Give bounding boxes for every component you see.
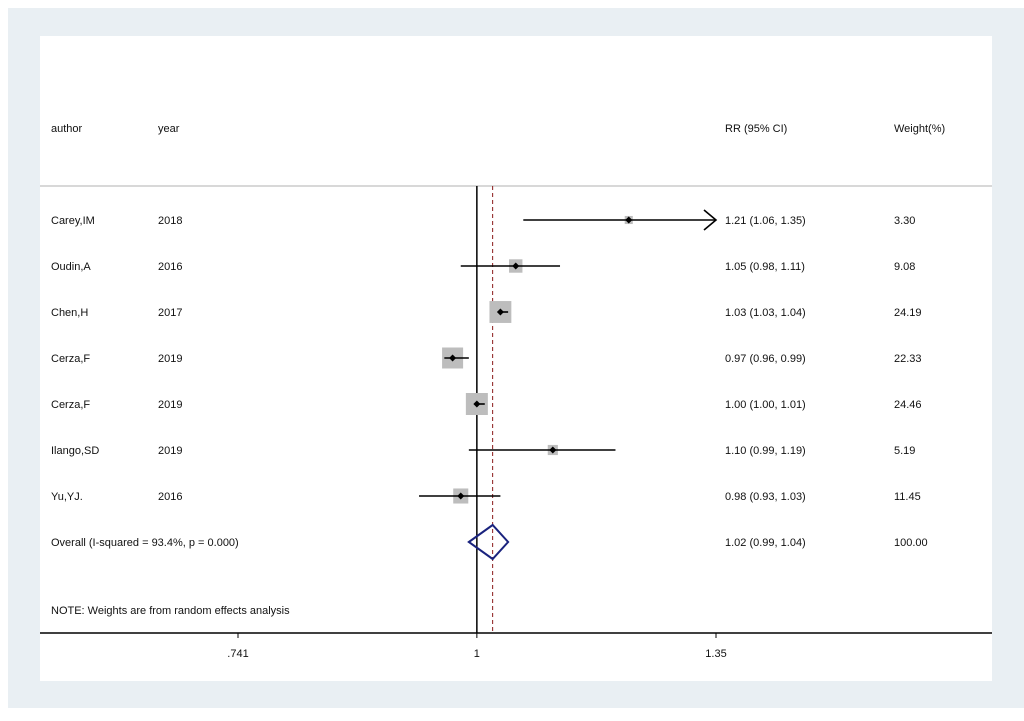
overall-estimate: 1.02 (0.99, 1.04) [725,537,806,549]
x-tick-label: 1.35 [705,648,726,660]
x-axis-ticks: .741 1 1.35 [227,633,727,660]
point-estimate [473,400,481,408]
figure-background: author year RR (95% CI) Weight(%) Carey,… [8,8,1024,708]
study-author: Ilango,SD [51,445,99,457]
study-author: Cerza,F [51,353,90,365]
study-weight: 3.30 [894,215,915,227]
overall-diamond [467,523,510,561]
overall-weight: 100.00 [894,537,928,549]
study-author: Cerza,F [51,399,90,411]
study-year: 2019 [158,399,182,411]
study-row: Cerza,F 2019 0.97 (0.96, 0.99) 22.33 [51,347,922,369]
study-weight: 22.33 [894,353,922,365]
study-estimate: 1.00 (1.00, 1.01) [725,399,806,411]
point-estimate [625,216,633,224]
study-estimate: 1.21 (1.06, 1.35) [725,215,806,227]
study-row: Yu,YJ. 2016 0.98 (0.93, 1.03) 11.45 [51,488,921,504]
study-weight: 24.46 [894,399,922,411]
x-tick-label: 1 [474,648,480,660]
study-estimate: 1.05 (0.98, 1.11) [725,261,805,273]
point-estimate [512,262,520,270]
study-estimate: 0.98 (0.93, 1.03) [725,491,806,503]
study-year: 2016 [158,261,182,273]
header-year: year [158,123,180,135]
forest-plot: author year RR (95% CI) Weight(%) Carey,… [40,36,992,681]
study-weight: 9.08 [894,261,915,273]
study-row: Ilango,SD 2019 1.10 (0.99, 1.19) 5.19 [51,444,915,457]
study-row: Carey,IM 2018 1.21 (1.06, 1.35) 3.30 [51,209,915,231]
study-row: Chen,H 2017 1.03 (1.03, 1.04) 24.19 [51,301,922,323]
study-estimate: 1.10 (0.99, 1.19) [725,445,806,457]
overall-label: Overall (I-squared = 93.4%, p = 0.000) [51,537,239,549]
point-estimate [549,446,557,454]
study-author: Yu,YJ. [51,491,83,503]
x-tick-label: .741 [227,648,248,660]
study-row: Cerza,F 2019 1.00 (1.00, 1.01) 24.46 [51,393,922,415]
header-author: author [51,123,83,135]
study-author: Chen,H [51,307,88,319]
study-rows: Carey,IM 2018 1.21 (1.06, 1.35) 3.30 Oudin,A… [51,209,928,561]
point-estimate [496,308,504,316]
study-estimate: 1.03 (1.03, 1.04) [725,307,806,319]
header-estimate: RR (95% CI) [725,123,787,135]
study-weight: 24.19 [894,307,922,319]
study-author: Carey,IM [51,215,95,227]
study-estimate: 0.97 (0.96, 0.99) [725,353,806,365]
study-year: 2018 [158,215,182,227]
study-year: 2017 [158,307,182,319]
point-estimate [457,492,465,500]
ci-arrow [703,209,718,231]
study-weight: 5.19 [894,445,915,457]
study-year: 2016 [158,491,182,503]
study-author: Oudin,A [51,261,91,273]
point-estimate [449,354,457,362]
study-year: 2019 [158,445,182,457]
study-weight: 11.45 [894,491,921,503]
header-weight: Weight(%) [894,123,945,135]
study-year: 2019 [158,353,182,365]
study-row: Oudin,A 2016 1.05 (0.98, 1.11) 9.08 [51,259,915,273]
plot-area [40,36,992,681]
note-text: NOTE: Weights are from random effects an… [51,605,290,617]
overall-row: Overall (I-squared = 93.4%, p = 0.000) 1.… [51,523,928,561]
